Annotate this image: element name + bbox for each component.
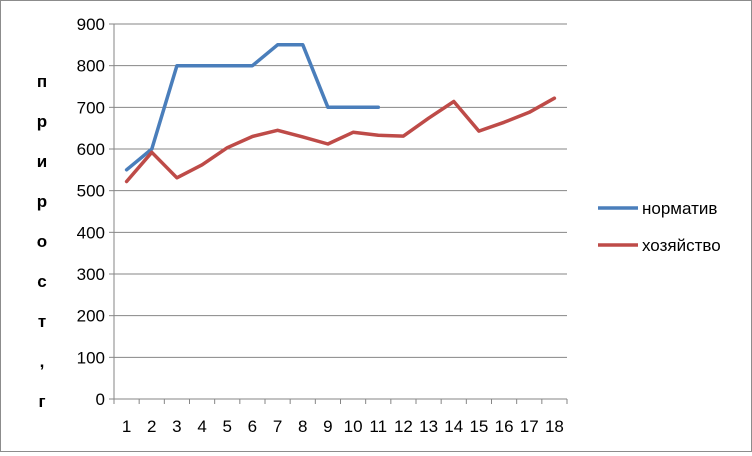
y-axis-label: п р и р о с т, г <box>37 72 47 411</box>
x-tick-label: 17 <box>520 417 539 436</box>
x-tick-label: 2 <box>147 417 156 436</box>
y-axis-label-char: и <box>37 152 47 171</box>
x-tick-label: 7 <box>273 417 282 436</box>
y-tick-label: 100 <box>77 348 105 367</box>
x-tick-label: 3 <box>172 417 181 436</box>
y-tick-label: 800 <box>77 57 105 76</box>
series-line-1 <box>124 43 381 172</box>
y-axis-label-char: р <box>37 192 47 211</box>
x-tick-label: 13 <box>419 417 438 436</box>
axes <box>109 23 568 404</box>
x-tick-label: 4 <box>197 417 206 436</box>
legend-label: норматив <box>642 199 717 218</box>
y-axis-label-char: о <box>37 232 47 251</box>
x-tick-label: 6 <box>248 417 257 436</box>
y-tick-label: 0 <box>96 390 105 409</box>
x-tick-label: 11 <box>369 417 387 436</box>
x-tick-label: 5 <box>223 417 232 436</box>
y-axis-label-char: р <box>37 112 47 131</box>
y-tick-label: 700 <box>77 98 105 117</box>
x-tick-label: 9 <box>323 417 332 436</box>
series-lines <box>124 43 557 184</box>
x-tick-label: 18 <box>545 417 564 436</box>
series-line-2 <box>124 96 557 184</box>
x-tick-label: 8 <box>298 417 307 436</box>
x-tick-label: 1 <box>122 417 131 436</box>
x-tick-label: 10 <box>344 417 363 436</box>
x-tick-label: 12 <box>394 417 413 436</box>
y-axis-label-char: п <box>37 72 47 91</box>
x-tick-label: 15 <box>469 417 488 436</box>
legend: норматив хозяйство <box>598 199 721 255</box>
gridlines <box>114 23 567 358</box>
y-axis-label-char: , <box>40 352 45 371</box>
y-axis-label-char: т <box>38 312 46 331</box>
y-tick-label: 500 <box>77 182 105 201</box>
y-axis-label-char: г <box>38 392 45 411</box>
y-tick-label: 600 <box>77 140 105 159</box>
y-tick-label: 400 <box>77 223 105 242</box>
y-axis-label-char: с <box>37 272 46 291</box>
x-tick-label: 14 <box>444 417 463 436</box>
y-tick-label: 300 <box>77 265 105 284</box>
y-tick-labels: 0 100 200 300 400 500 600 700 800 900 <box>77 15 105 409</box>
legend-label: хозяйство <box>642 236 721 255</box>
x-tick-label: 16 <box>495 417 514 436</box>
y-tick-label: 900 <box>77 15 105 34</box>
y-tick-label: 200 <box>77 307 105 326</box>
x-tick-labels: 1 2 3 4 5 6 7 8 9 10 11 12 13 14 15 16 17 18 <box>122 417 564 436</box>
